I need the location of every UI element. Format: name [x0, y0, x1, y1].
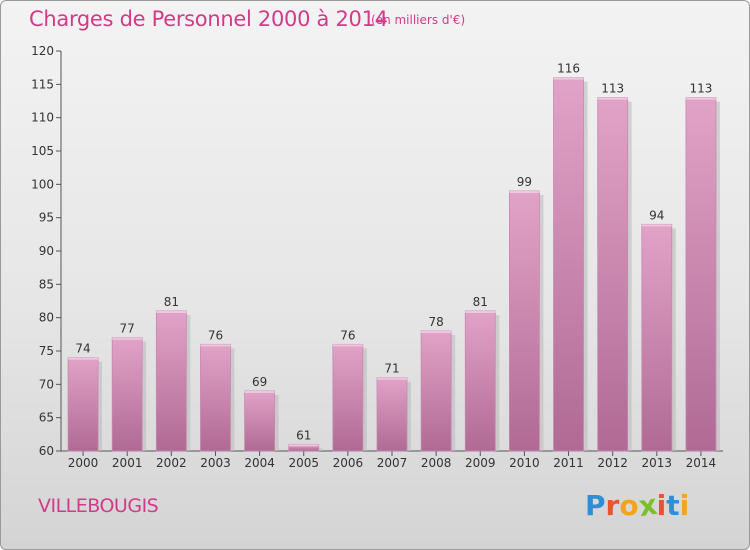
- bar-2003: [200, 343, 231, 452]
- bar-2001: [111, 337, 143, 452]
- bar-top-highlight: [200, 344, 231, 347]
- logo-letter: P: [585, 489, 606, 522]
- bar-2007: [376, 377, 408, 452]
- bar-top-highlight: [156, 311, 187, 313]
- y-tick-label: 115: [31, 77, 54, 91]
- data-label: 113: [689, 82, 712, 96]
- bar-2008: [420, 330, 452, 452]
- bar-2010: [508, 190, 540, 452]
- chart-title: Charges de Personnel 2000 à 2014: [29, 7, 388, 31]
- y-tick-label: 60: [39, 444, 54, 458]
- data-label: 71: [384, 362, 399, 376]
- bar-2000: [67, 357, 99, 452]
- data-label: 116: [557, 62, 580, 76]
- x-tick-label: 2001: [112, 456, 143, 470]
- x-tick-label: 2008: [421, 456, 452, 470]
- y-tick-label: 80: [39, 311, 54, 325]
- y-tick-label: 120: [31, 44, 54, 58]
- axis-layer: 60 65 70 75 80 85 90 95 100 105 110 115 120 2000 2001 2…: [31, 44, 723, 470]
- x-tick-label: 2010: [509, 456, 540, 470]
- x-tick-label: 2004: [244, 456, 275, 470]
- logo-letter: r: [605, 489, 620, 522]
- y-tick-label: 65: [39, 411, 54, 425]
- x-tick-label: 2002: [156, 456, 187, 470]
- logo-letter: t: [666, 489, 680, 522]
- logo-letter: i: [679, 489, 690, 522]
- data-label: 81: [164, 295, 179, 309]
- chart-unit: (en milliers d'€): [371, 13, 466, 27]
- bar-2013: [641, 223, 673, 452]
- y-tick-label: 105: [31, 144, 54, 158]
- data-label: 78: [428, 315, 443, 329]
- y-tick-label: 110: [31, 111, 54, 125]
- y-tick-label: 95: [39, 211, 54, 225]
- y-tick-label: 85: [39, 277, 54, 291]
- y-tick-label: 70: [39, 377, 54, 391]
- bar-2006: [332, 343, 364, 452]
- bar-top-highlight: [112, 337, 143, 340]
- y-tick-label: 75: [39, 344, 54, 358]
- bar-top-highlight: [553, 77, 584, 80]
- city-name: VILLEBOUGIS: [38, 495, 159, 517]
- label-layer: 74 77 81 76 69 61 76 71 78 81 99 116 113 94 113: [75, 62, 712, 443]
- y-tick-label: 90: [39, 244, 54, 258]
- logo-letter: x: [636, 487, 659, 524]
- data-label: 94: [649, 208, 664, 222]
- bar-top-highlight: [685, 97, 716, 100]
- bar-top-highlight: [597, 97, 628, 100]
- x-tick-label: 2009: [465, 456, 496, 470]
- x-tick-label: 2003: [200, 456, 231, 470]
- x-tick-label: 2007: [377, 456, 408, 470]
- x-tick-label: 2012: [597, 456, 628, 470]
- bar-top-highlight: [68, 357, 99, 360]
- proxiti-logo: Proxiti: [585, 487, 690, 524]
- bar-top-highlight: [244, 391, 275, 393]
- bar-top-highlight: [288, 444, 319, 447]
- x-tick-label: 2000: [68, 456, 99, 470]
- x-tick-label: 2005: [288, 456, 319, 470]
- data-label: 76: [340, 328, 355, 342]
- bar-top-highlight: [377, 377, 407, 380]
- bar-top-highlight: [421, 331, 452, 333]
- x-tick-label: 2011: [553, 456, 584, 470]
- data-label: 81: [473, 295, 488, 309]
- bar-top-highlight: [509, 191, 540, 193]
- bar-2004: [244, 390, 276, 452]
- data-label: 74: [75, 342, 90, 356]
- data-label: 61: [296, 428, 311, 442]
- x-tick-label: 2014: [686, 456, 717, 470]
- bar-top-highlight: [641, 224, 672, 227]
- logo-letter: o: [619, 489, 639, 522]
- x-tick-label: 2006: [333, 456, 364, 470]
- bar-layer: [67, 77, 720, 452]
- data-label: 99: [517, 175, 532, 189]
- data-label: 69: [252, 375, 267, 389]
- bar-2014: [685, 97, 717, 452]
- bar-2009: [464, 310, 496, 452]
- data-label: 77: [120, 322, 135, 336]
- bar-top-highlight: [332, 344, 363, 347]
- logo-letter: i: [656, 489, 667, 522]
- bar-top-highlight: [465, 311, 496, 313]
- data-label: 113: [601, 82, 624, 96]
- bar-2012: [597, 97, 629, 452]
- x-tick-label: 2013: [642, 456, 673, 470]
- y-tick-label: 100: [31, 177, 54, 191]
- bar-2002: [155, 310, 187, 452]
- bar-2011: [553, 77, 584, 452]
- data-label: 76: [208, 328, 223, 342]
